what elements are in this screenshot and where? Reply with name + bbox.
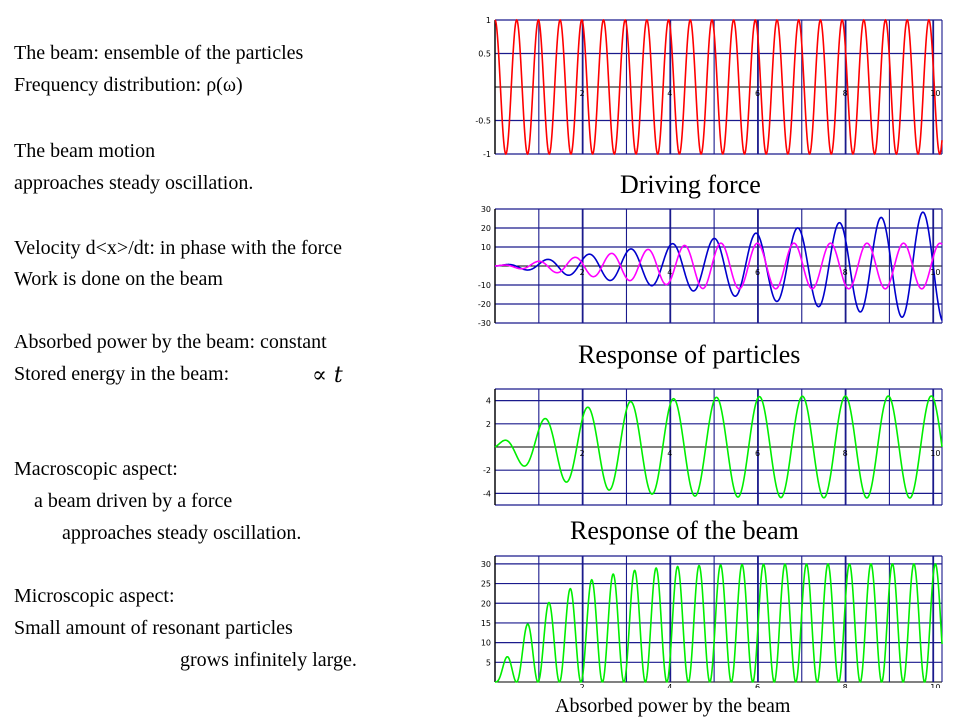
x-tick-label: 4	[667, 683, 672, 688]
y-tick-label: -10	[478, 281, 491, 290]
absorbed-power-caption: Absorbed power by the beam	[555, 695, 791, 717]
series-line-0	[494, 18, 943, 156]
x-tick-label: 6	[755, 683, 760, 688]
text-line-4: approaches steady oscillation.	[14, 172, 254, 194]
y-tick-label: 20	[481, 599, 491, 608]
y-tick-label: 15	[481, 619, 491, 628]
y-tick-label: 5	[486, 658, 491, 667]
x-tick-label: 8	[843, 449, 848, 458]
x-tick-label: 8	[843, 89, 848, 98]
y-tick-label: 20	[481, 224, 491, 233]
x-tick-label: 4	[667, 89, 672, 98]
driving-force-plot: 2 4 6 8 10 1 0.5 -0.5 -1	[475, 16, 943, 159]
text-line-8: Stored energy in the beam:	[14, 363, 230, 385]
text-line-6: Work is done on the beam	[14, 268, 223, 290]
text-line-14: grows infinitely large.	[180, 649, 357, 671]
x-tick-label: 2	[580, 268, 585, 277]
driving-force-caption: Driving force	[620, 170, 761, 199]
y-tick-label: -1	[483, 150, 491, 159]
x-tick-label: 10	[930, 268, 940, 277]
x-tick-label: 8	[843, 683, 848, 688]
y-tick-label: -4	[483, 489, 491, 498]
text-line-1: The beam: ensemble of the particles	[14, 42, 304, 64]
proportional-symbol: ∝ t	[312, 363, 343, 388]
y-tick-label: 30	[481, 205, 491, 214]
x-tick-label: 2	[580, 449, 585, 458]
text-line-12: Microscopic aspect:	[14, 585, 175, 607]
absorbed-power-plot: 2 4 6 8 10 30 25 20 15 10 5	[481, 555, 943, 688]
text-line-5: Velocity d<x>/dt: in phase with the forc…	[14, 237, 343, 259]
x-tick-label: 6	[755, 449, 760, 458]
response-beam-plot: 2 4 6 8 10 4 2 -2 -4	[483, 388, 943, 506]
y-tick-label: 10	[481, 243, 491, 252]
x-tick-label: 2	[580, 683, 585, 688]
text-line-9: Macroscopic aspect:	[14, 458, 178, 480]
text-line-13: Small amount of resonant particles	[14, 617, 293, 639]
x-tick-label: 8	[843, 268, 848, 277]
response-particles-plot: 2 4 6 8 10 30 20 10 -10 -20 -30	[478, 205, 943, 328]
y-tick-label: 0.5	[478, 50, 491, 59]
y-tick-label: 30	[481, 560, 491, 569]
y-tick-label: 10	[481, 639, 491, 648]
x-tick-label: 6	[755, 89, 760, 98]
y-tick-label: -20	[478, 300, 491, 309]
y-tick-label: -30	[478, 319, 491, 328]
x-tick-label: 4	[667, 449, 672, 458]
y-tick-label: -2	[483, 466, 491, 475]
x-tick-label: 10	[930, 89, 940, 98]
y-tick-label: 25	[481, 580, 491, 589]
x-tick-label: 10	[930, 683, 940, 688]
text-line-10: a beam driven by a force	[34, 490, 233, 512]
x-tick-label: 4	[667, 268, 672, 277]
y-tick-label: -0.5	[475, 117, 491, 126]
series-line-0	[495, 562, 943, 684]
y-tick-label: 4	[486, 397, 491, 406]
y-tick-label: 2	[486, 420, 491, 429]
y-tick-label: 1	[486, 16, 491, 25]
x-tick-label: 2	[580, 89, 585, 98]
response-particles-caption: Response of particles	[578, 340, 801, 369]
text-line-11: approaches steady oscillation.	[62, 522, 302, 544]
text-line-2: Frequency distribution: ρ(ω)	[14, 74, 243, 96]
series-line-0	[494, 395, 943, 499]
text-line-3: The beam motion	[14, 140, 156, 162]
x-tick-label: 6	[755, 268, 760, 277]
response-beam-caption: Response of the beam	[570, 516, 799, 545]
x-tick-label: 10	[930, 449, 940, 458]
text-line-7: Absorbed power by the beam: constant	[14, 331, 327, 353]
series-line-1	[494, 242, 943, 290]
